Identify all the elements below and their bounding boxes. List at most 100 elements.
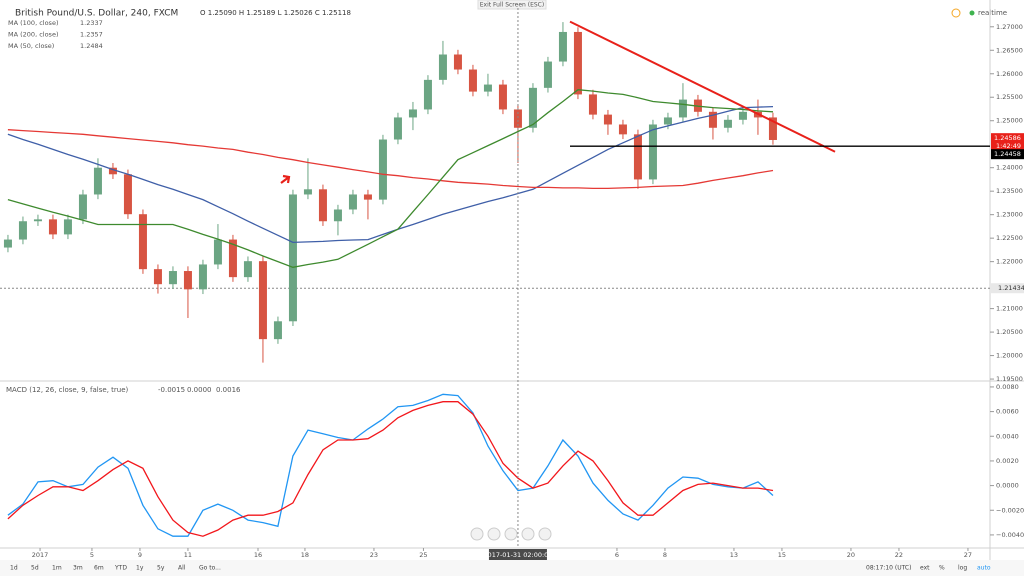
candle-body xyxy=(63,219,72,235)
axis-option[interactable]: ext xyxy=(920,565,930,572)
candle-body xyxy=(408,109,417,118)
range-button[interactable]: YTD xyxy=(114,565,127,572)
candle-body xyxy=(363,194,372,200)
scroll-left-btn[interactable] xyxy=(487,527,501,541)
candle-body xyxy=(243,261,252,278)
candle-body xyxy=(393,117,402,140)
zoom-out-btn[interactable] xyxy=(470,527,484,541)
crosshair-y-label: 1.21434 xyxy=(998,284,1024,292)
legend-value: 1.2357 xyxy=(80,31,103,39)
candle-body xyxy=(228,239,237,278)
x-tick-label: 8 xyxy=(663,551,667,559)
candle-body xyxy=(678,99,687,118)
y-tick-label: 1.27000 xyxy=(996,23,1023,31)
macd-line xyxy=(7,393,774,537)
legend-value: 1.2484 xyxy=(80,42,103,50)
bottom-toolbar xyxy=(0,560,1024,576)
y-tick-label: 1.19500 xyxy=(996,375,1023,383)
candle-body xyxy=(708,111,717,128)
candle-body xyxy=(138,214,147,270)
candle-body xyxy=(288,194,297,322)
clock-icon xyxy=(951,8,961,18)
candle-body xyxy=(333,209,342,222)
y-tick-label: 0.0060 xyxy=(996,408,1019,416)
x-tick-label: 2017 xyxy=(32,551,49,559)
candle-body xyxy=(453,54,462,70)
candle-body xyxy=(183,271,192,290)
crosshair-y-box xyxy=(991,283,1024,294)
range-button[interactable]: 1d xyxy=(10,565,18,572)
crosshair-x-box xyxy=(488,549,547,560)
x-tick-label: 6 xyxy=(615,551,619,559)
x-tick-label: 16 xyxy=(254,551,262,559)
range-button[interactable]: 1y xyxy=(136,565,144,572)
price-label: 1.24458 xyxy=(994,150,1021,158)
countdown: 1:42:49 xyxy=(996,142,1021,150)
candle-body xyxy=(738,111,747,120)
y-tick-label: 0.0020 xyxy=(996,457,1019,465)
candle-body xyxy=(648,124,657,180)
y-tick-label: 1.25000 xyxy=(996,117,1023,125)
y-tick-label: 1.26000 xyxy=(996,70,1023,78)
x-tick-label: 9 xyxy=(138,551,142,559)
exit-fullscreen[interactable]: Exit Full Screen (ESC) xyxy=(480,2,544,9)
axis-option[interactable]: % xyxy=(939,565,945,572)
candle-body xyxy=(423,79,432,110)
realtime-label[interactable]: realtime xyxy=(978,9,1007,17)
arrow-annotation xyxy=(280,174,291,184)
range-button[interactable]: All xyxy=(178,565,186,572)
reset-btn[interactable] xyxy=(504,527,518,541)
range-button[interactable]: Go to... xyxy=(199,565,221,572)
exit-button[interactable] xyxy=(477,0,547,10)
range-button[interactable]: 5d xyxy=(31,565,39,572)
legend-name: MA (200, close) xyxy=(8,31,58,39)
price-label: 1.24586 xyxy=(994,134,1021,142)
range-button[interactable]: 3m xyxy=(73,565,83,572)
y-tick-label: 1.26500 xyxy=(996,46,1023,54)
y-tick-label: 0.0000 xyxy=(996,482,1019,490)
y-tick-label: 0.0080 xyxy=(996,383,1019,391)
zoom-in-btn[interactable] xyxy=(538,527,552,541)
candle-body xyxy=(48,219,57,235)
y-tick-label: 1.20500 xyxy=(996,328,1023,336)
x-tick-label: 27 xyxy=(964,551,972,559)
zoom-controls xyxy=(470,527,552,541)
candle-body xyxy=(588,94,597,115)
x-tick-label: 5 xyxy=(90,551,94,559)
x-tick-label: 25 xyxy=(419,551,427,559)
candle-body xyxy=(573,31,582,95)
y-tick-label: 1.20000 xyxy=(996,352,1023,360)
candle-body xyxy=(558,31,567,62)
candle-body xyxy=(318,189,327,222)
candle-body xyxy=(483,84,492,92)
x-tick-label: 22 xyxy=(895,551,903,559)
axis-option[interactable]: auto xyxy=(977,565,991,572)
candle-body xyxy=(768,117,777,140)
x-tick-label: 13 xyxy=(730,551,738,559)
price-label-box xyxy=(991,149,1024,160)
candle-body xyxy=(438,54,447,80)
axis-option[interactable]: log xyxy=(958,565,967,572)
candle-body xyxy=(93,167,102,195)
range-button[interactable]: 1m xyxy=(52,565,62,572)
y-tick-label: 1.24000 xyxy=(996,164,1023,172)
y-tick-label: 1.23500 xyxy=(996,187,1023,195)
range-button[interactable]: 6m xyxy=(94,565,104,572)
range-button[interactable]: 5y xyxy=(157,565,165,572)
macd-line xyxy=(7,401,774,537)
candle-body xyxy=(33,219,42,222)
candle-body xyxy=(108,167,117,175)
candle-body xyxy=(273,321,282,340)
macd-legend-value: -0.0015 xyxy=(158,386,185,394)
candle-body xyxy=(468,69,477,92)
macd-title: MACD (12, 26, close, 9, false, true) xyxy=(6,386,129,394)
y-tick-label: −0.0020 xyxy=(996,506,1024,514)
y-tick-label: −0.0040 xyxy=(996,531,1024,539)
candle-body xyxy=(258,261,267,340)
candle-body xyxy=(498,84,507,110)
x-tick-label: 20 xyxy=(847,551,855,559)
legend-name: MA (50, close) xyxy=(8,42,54,50)
candle-body xyxy=(153,269,162,285)
scroll-right-btn[interactable] xyxy=(521,527,535,541)
